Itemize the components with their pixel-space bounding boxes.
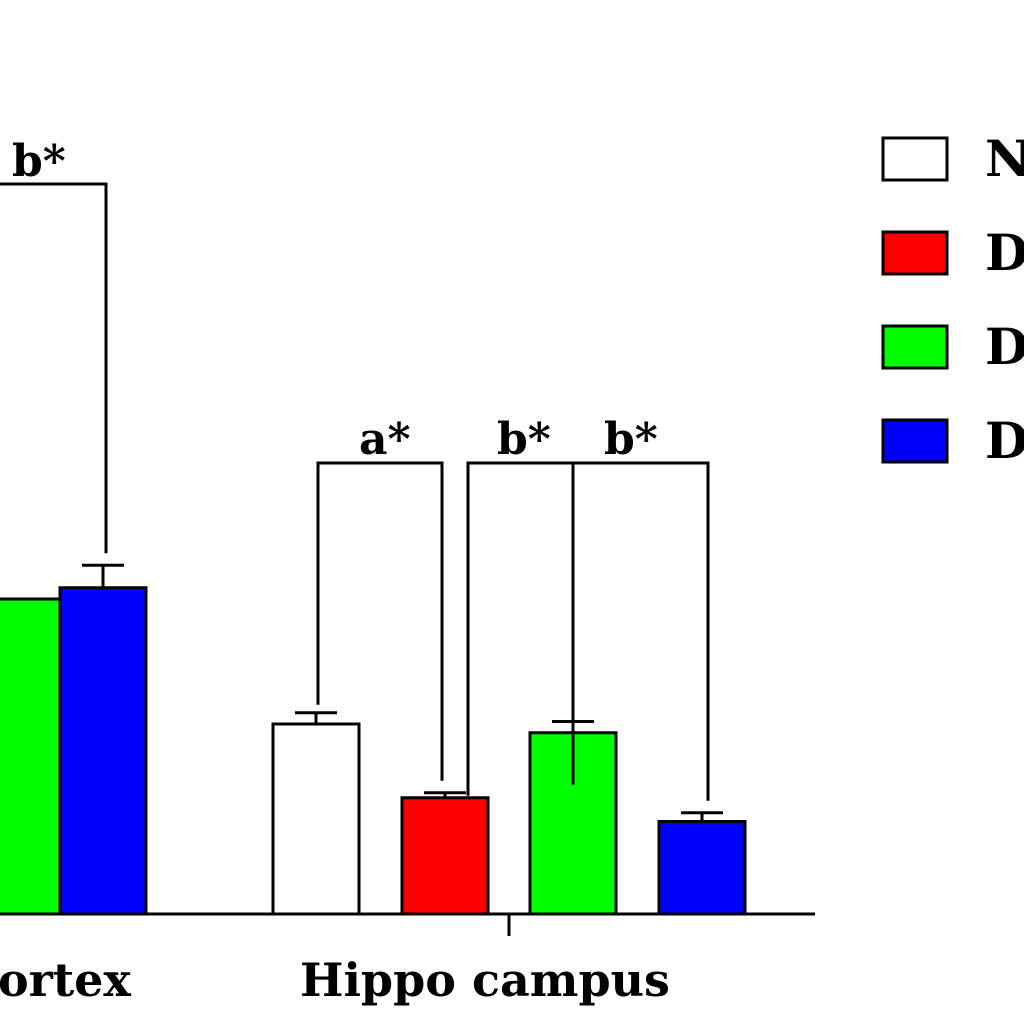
legend-swatch bbox=[881, 418, 949, 464]
legend-label: D bbox=[985, 411, 1024, 470]
bracket-line bbox=[316, 461, 444, 781]
bar-hippocampus-series-2 bbox=[400, 796, 490, 916]
legend-swatch bbox=[881, 230, 949, 276]
legend-item: D bbox=[881, 317, 1024, 376]
significance-label: b* bbox=[12, 136, 66, 187]
legend-item: N bbox=[881, 129, 1024, 188]
bar-hippocampus-series-1 bbox=[271, 722, 361, 916]
bar-hippocampus-series-4 bbox=[657, 820, 747, 916]
significance-label: b* bbox=[497, 414, 551, 465]
x-axis: ortex Hippo campus bbox=[0, 912, 815, 1007]
significance-bracket: b* bbox=[0, 136, 108, 554]
significance-annotations: b* a* b* b* bbox=[0, 136, 710, 801]
bar-cortex-series-4 bbox=[58, 586, 148, 916]
legend-item: D bbox=[881, 223, 1024, 282]
legend-label: N bbox=[985, 129, 1024, 188]
legend-swatch bbox=[881, 324, 949, 370]
bars-layer bbox=[0, 586, 747, 916]
legend-item: D bbox=[881, 411, 1024, 470]
significance-bracket: b* bbox=[571, 414, 710, 801]
bracket-line bbox=[571, 461, 710, 801]
significance-label: b* bbox=[604, 414, 658, 465]
error-bars-layer bbox=[82, 563, 723, 822]
bracket-line bbox=[0, 182, 108, 554]
legend-swatch bbox=[881, 136, 949, 182]
category-label-hippocampus: Hippo campus bbox=[300, 953, 670, 1007]
significance-bracket: a* bbox=[316, 414, 444, 781]
legend-label: D bbox=[985, 223, 1024, 282]
significance-label: a* bbox=[359, 414, 411, 465]
category-label-cortex: ortex bbox=[0, 953, 131, 1007]
legend-label: D bbox=[985, 317, 1024, 376]
